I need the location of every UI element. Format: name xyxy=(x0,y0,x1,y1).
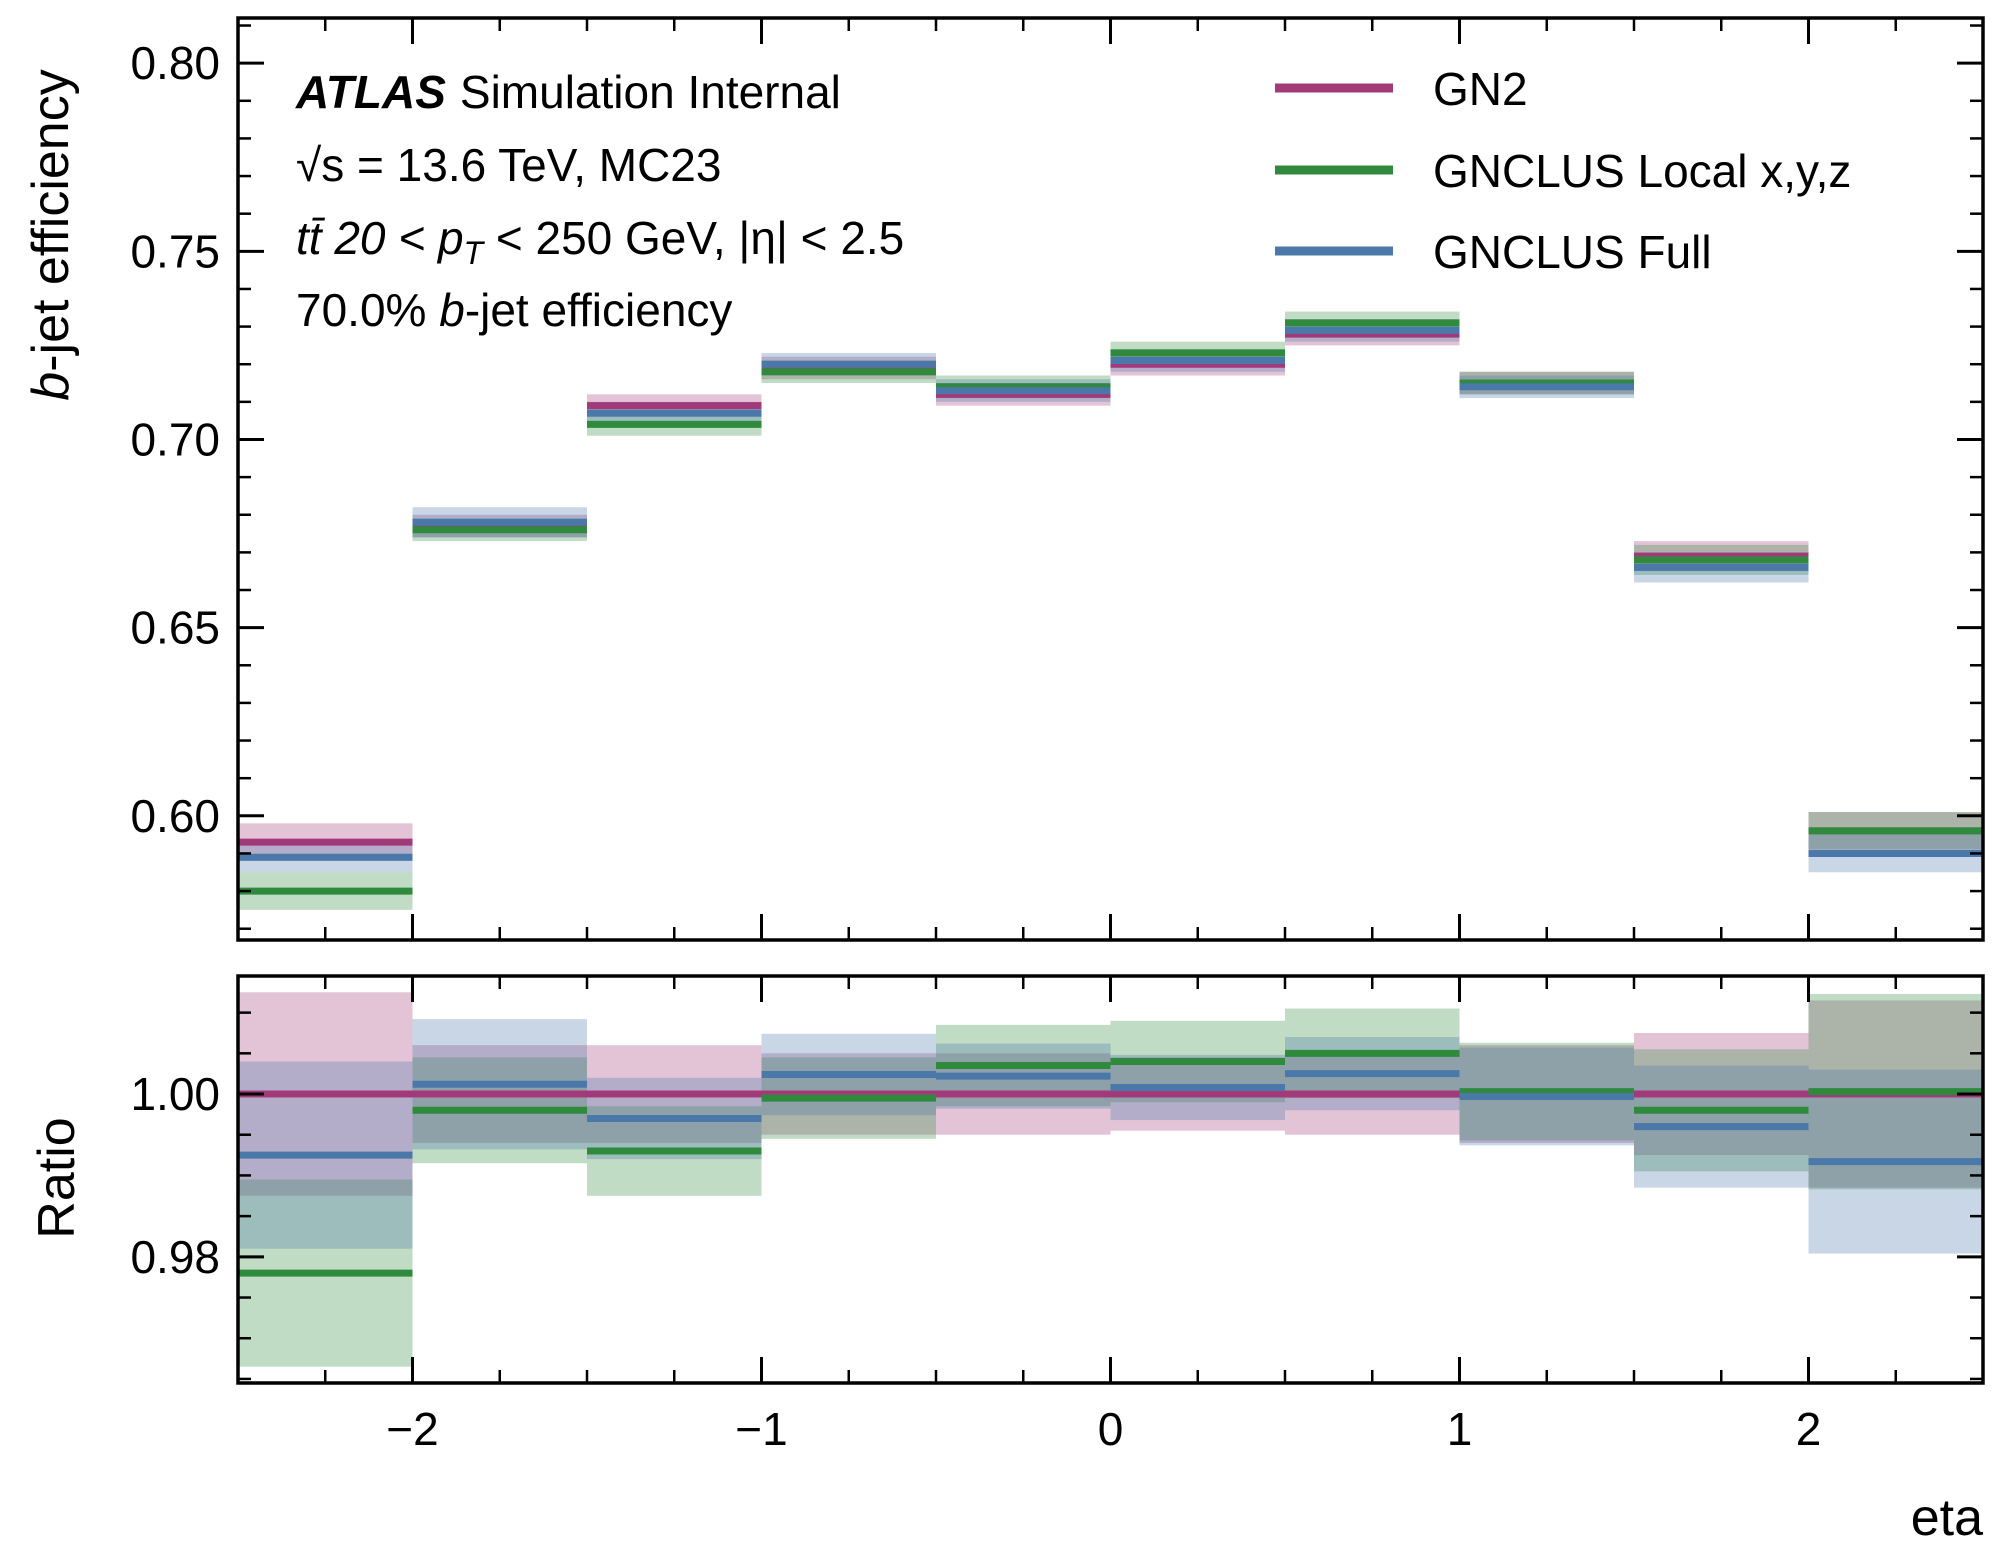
selection-ttbar: tt̄ 20 < xyxy=(296,212,438,264)
atlas-annotation: ATLAS Simulation Internal √s = 13.6 TeV, … xyxy=(295,66,904,336)
main-ytick-label: 0.65 xyxy=(130,602,220,654)
xtick-label: −1 xyxy=(735,1403,787,1455)
main-step-lines xyxy=(238,319,1983,895)
x-tick-labels: −2 −1 0 1 2 xyxy=(386,1403,1821,1455)
ratio-ytick-label: 1.00 xyxy=(130,1068,220,1120)
ratio-y-tick-labels: 0.98 1.00 xyxy=(130,1068,220,1283)
legend-label-gn2: GN2 xyxy=(1433,63,1528,115)
atlas-status: Simulation Internal xyxy=(460,66,841,118)
working-point-pct: 70.0% xyxy=(296,284,439,336)
ratio-step-lines xyxy=(238,1049,1983,1277)
working-point-b: b xyxy=(439,284,465,336)
main-axis-ticks xyxy=(238,18,1983,940)
ratio-y-axis-title: Ratio xyxy=(28,1117,86,1238)
energy-label: √s = 13.6 TeV, MC23 xyxy=(296,139,721,191)
xtick-label: 1 xyxy=(1447,1403,1473,1455)
main-y-axis-title-rest: -jet efficiency xyxy=(22,69,80,372)
main-error-bands xyxy=(238,311,1983,910)
ratio-ytick-label: 0.98 xyxy=(130,1231,220,1283)
working-point-rest: -jet efficiency xyxy=(465,284,733,336)
legend: GN2 GNCLUS Local x,y,z GNCLUS Full xyxy=(1275,63,1851,278)
main-ytick-label: 0.60 xyxy=(130,790,220,842)
main-ytick-label: 0.80 xyxy=(130,37,220,89)
selection-pt: p xyxy=(436,212,464,264)
ratio-axis-ticks xyxy=(238,976,1983,1383)
main-ytick-label: 0.75 xyxy=(130,225,220,277)
x-axis-title: eta xyxy=(1911,1489,1983,1547)
main-panel: 0.600.650.700.750.80 b-jet efficiency xyxy=(22,16,1985,942)
atlas-label-line: ATLAS Simulation Internal xyxy=(295,66,841,118)
ratio-error-bands xyxy=(238,992,1983,1367)
legend-label-gnclus-full: GNCLUS Full xyxy=(1433,226,1712,278)
selection-pt-sub: T xyxy=(464,235,486,271)
main-y-axis-title: b-jet efficiency xyxy=(22,69,80,400)
main-ytick-label: 0.70 xyxy=(130,413,220,465)
atlas-experiment: ATLAS xyxy=(295,66,446,118)
xtick-label: 0 xyxy=(1098,1403,1124,1455)
working-point-label: 70.0% b-jet efficiency xyxy=(296,284,732,336)
xtick-label: −2 xyxy=(386,1403,438,1455)
main-y-axis-title-b: b xyxy=(22,372,80,401)
xtick-label: 2 xyxy=(1796,1403,1822,1455)
main-y-tick-labels: 0.60 0.65 0.70 0.75 0.80 xyxy=(130,37,220,842)
ratio-panel: 0.98 1.00 −2 −1 0 1 2 Ratio eta xyxy=(28,974,1985,1547)
selection-label: tt̄ 20 < pT < 250 GeV, |η| < 2.5 xyxy=(296,212,904,271)
selection-rest: < 250 GeV, |η| < 2.5 xyxy=(483,212,904,264)
legend-label-gnclus-local: GNCLUS Local x,y,z xyxy=(1433,145,1851,197)
